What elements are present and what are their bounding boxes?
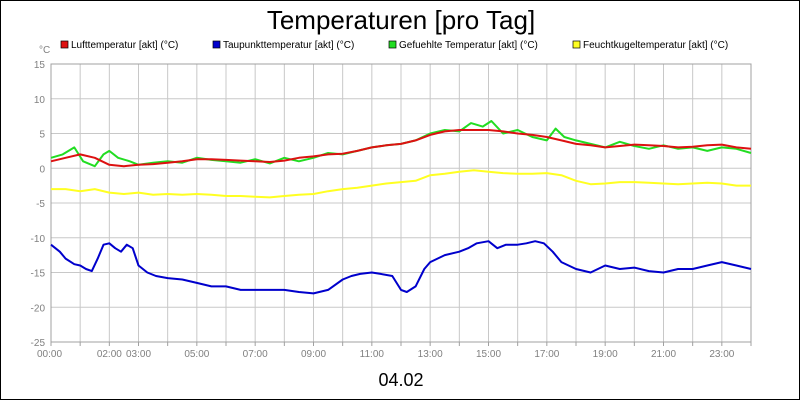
legend-label-taupunkttemperatur: Taupunkttemperatur [akt] (°C): [223, 40, 354, 51]
y-axis-unit: °C: [39, 45, 50, 56]
series-line-taupunkttemperatur: [50, 240, 752, 295]
grid: [51, 64, 751, 342]
x-tick-label: 11:00: [360, 349, 385, 360]
series-line-feuchtkugeltemperatur: [51, 169, 751, 199]
x-tick-label: 05:00: [184, 349, 209, 360]
y-axis: 15 10 5 0 -5 -10 -15 -20 -25: [31, 60, 46, 349]
y-tick-label: -15: [31, 269, 46, 280]
chart-title: Temperaturen [pro Tag]: [267, 5, 535, 35]
x-tick-label: 21:00: [651, 349, 676, 360]
x-tick-label: 00:00: [37, 349, 62, 360]
legend-swatch-feuchtkugeltemperatur: [572, 40, 581, 49]
x-tick-label: 02:00: [97, 349, 122, 360]
legend-label-gefuehlte-temperatur: Gefuehlte Temperatur [akt] (°C): [399, 40, 538, 51]
series-lines: [50, 120, 752, 295]
series-line-lufttemperatur: [50, 129, 752, 168]
x-tick-label: 13:00: [418, 349, 443, 360]
y-tick-label: 0: [39, 164, 45, 175]
y-tick-label: -20: [31, 303, 46, 314]
y-tick-label: -25: [31, 338, 46, 349]
y-tick-label: 15: [34, 60, 46, 71]
x-tick-label: 07:00: [243, 349, 268, 360]
x-tick-label: 03:00: [126, 349, 151, 360]
y-tick-label: -10: [31, 234, 46, 245]
legend-swatch-gefuehlte-temperatur: [388, 40, 397, 49]
legend-swatch-taupunkttemperatur: [212, 40, 221, 49]
y-tick-label: 10: [34, 95, 46, 106]
x-tick-label: 23:00: [709, 349, 734, 360]
legend-label-feuchtkugeltemperatur: Feuchtkugeltemperatur [akt] (°C): [583, 40, 728, 51]
y-tick-label: 5: [39, 130, 45, 141]
x-tick-label: 09:00: [301, 349, 326, 360]
y-tick-label: -5: [36, 199, 45, 210]
legend-swatch-lufttemperatur: [60, 40, 69, 49]
date-label: 04.02: [378, 370, 423, 390]
x-tick-label: 19:00: [593, 349, 618, 360]
x-axis: 00:00 02:00 03:00 05:00 07:00 09:00 11:00 13:00…: [37, 342, 752, 360]
x-tick-label: 15:00: [476, 349, 501, 360]
legend: Lufttemperatur [akt] (°C) Taupunkttemper…: [60, 40, 728, 51]
legend-label-lufttemperatur: Lufttemperatur [akt] (°C): [71, 40, 178, 51]
x-tick-label: 17:00: [534, 349, 559, 360]
